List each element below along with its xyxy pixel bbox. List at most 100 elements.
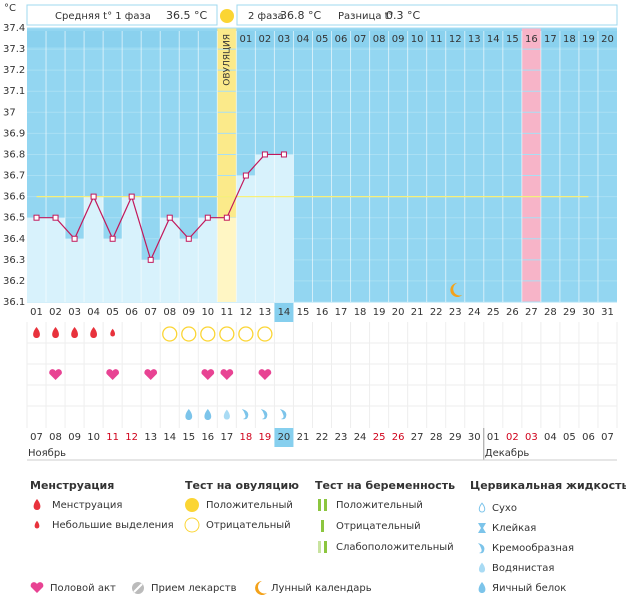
cycle-phase-day: 20 <box>601 34 614 45</box>
cycle-day: 07 <box>144 307 157 318</box>
legend-item: Клейкая <box>492 523 536 534</box>
cycle-phase-day: 11 <box>430 34 443 45</box>
legend-item: Небольшие выделения <box>52 520 174 531</box>
sun-icon <box>220 9 234 23</box>
legend-item: Лунный календарь <box>271 583 372 594</box>
legend-item: Менструация <box>52 500 122 511</box>
cervical-icon <box>241 409 249 420</box>
date-label: 28 <box>430 432 443 443</box>
temp-bar <box>255 154 275 302</box>
heart-icon <box>144 369 158 380</box>
date-label: 13 <box>144 432 157 443</box>
temp-point <box>109 235 116 242</box>
legend-icon <box>255 581 267 595</box>
y-tick-label: 36.4 <box>3 234 25 245</box>
legend-item: Отрицательный <box>336 521 421 532</box>
legend-icon <box>133 583 143 593</box>
y-tick-label: 37.2 <box>3 65 25 76</box>
y-tick-label: 37.4 <box>3 23 25 34</box>
phase1-box <box>26 4 218 26</box>
cycle-phase-day: 18 <box>563 34 576 45</box>
y-tick-label: 36.9 <box>3 128 25 139</box>
temp-bar <box>160 217 180 302</box>
temp-bar <box>46 217 66 302</box>
legend-icon <box>478 523 486 533</box>
cycle-phase-day: 13 <box>468 34 481 45</box>
y-tick-label: 37.3 <box>3 44 25 55</box>
temp-bar <box>27 217 47 302</box>
month-label: Декабрь <box>485 448 530 459</box>
ovulation-test-icon <box>162 326 178 342</box>
date-label: 30 <box>468 432 481 443</box>
temp-point <box>71 235 78 242</box>
y-tick-label: 37.1 <box>3 86 25 97</box>
legend-item: Слабоположительный <box>336 542 454 553</box>
legend-item: Положительный <box>206 500 293 511</box>
y-tick-label: 37 <box>3 107 16 118</box>
menstruation-icon <box>110 328 116 337</box>
legend-title: Тест на беременность <box>315 479 455 492</box>
cycle-day: 14 <box>278 307 291 318</box>
date-label: 12 <box>125 432 138 443</box>
date-label: 26 <box>392 432 405 443</box>
legend-icon <box>321 520 324 532</box>
y-tick-label: 36.3 <box>3 255 25 266</box>
cycle-day: 22 <box>430 307 443 318</box>
temp-bar <box>274 154 294 302</box>
temp-bar <box>217 217 237 302</box>
marked-column <box>521 28 541 302</box>
date-label: 06 <box>582 432 595 443</box>
legend-icon <box>33 499 41 510</box>
date-label: 16 <box>201 432 214 443</box>
legend-item: Яичный белок <box>492 583 566 594</box>
temp-point <box>261 151 268 158</box>
heart-icon <box>49 369 62 380</box>
legend-icon <box>185 498 199 512</box>
date-label: 02 <box>506 432 519 443</box>
legend-icon <box>34 520 40 529</box>
cycle-phase-day: 09 <box>392 34 405 45</box>
date-label: 01 <box>487 432 500 443</box>
cycle-day: 12 <box>240 307 253 318</box>
ovulation-test-icon <box>219 326 235 342</box>
date-label: 03 <box>525 432 538 443</box>
y-tick-label: 36.6 <box>3 192 25 203</box>
y-tick-label: 36.1 <box>3 297 25 308</box>
date-label: 21 <box>297 432 310 443</box>
cycle-day: 20 <box>392 307 405 318</box>
cycle-phase-day: 19 <box>582 34 595 45</box>
temp-bar <box>236 175 256 302</box>
month-label: Ноябрь <box>28 448 66 459</box>
legend-icon <box>478 543 485 554</box>
date-label: 19 <box>259 432 272 443</box>
heart-icon <box>30 582 44 593</box>
date-label: 14 <box>163 432 176 443</box>
date-label: 22 <box>316 432 329 443</box>
cycle-phase-day: 05 <box>316 34 329 45</box>
temp-bar <box>103 238 123 302</box>
cycle-phase-day: 12 <box>449 34 462 45</box>
cervical-icon <box>279 409 287 420</box>
cycle-day: 29 <box>563 307 576 318</box>
cycle-day: 16 <box>316 307 329 318</box>
cycle-day: 08 <box>163 307 176 318</box>
cycle-phase-day: 03 <box>278 34 291 45</box>
temp-bar <box>84 196 104 302</box>
cycle-day: 23 <box>449 307 462 318</box>
cervical-icon <box>260 409 268 420</box>
legend-item: Кремообразная <box>492 543 574 554</box>
temp-point <box>90 193 97 200</box>
temp-point <box>280 151 287 158</box>
legend-icon <box>318 541 321 553</box>
date-label: 08 <box>49 432 62 443</box>
cycle-phase-day: 08 <box>373 34 386 45</box>
cycle-phase-day: 10 <box>411 34 424 45</box>
legend-item: Половой акт <box>50 583 116 594</box>
cycle-day: 15 <box>297 307 310 318</box>
date-label: 23 <box>335 432 348 443</box>
highlight-date <box>274 428 294 447</box>
date-label: 17 <box>220 432 233 443</box>
cycle-day: 10 <box>201 307 214 318</box>
temp-point <box>242 172 249 179</box>
